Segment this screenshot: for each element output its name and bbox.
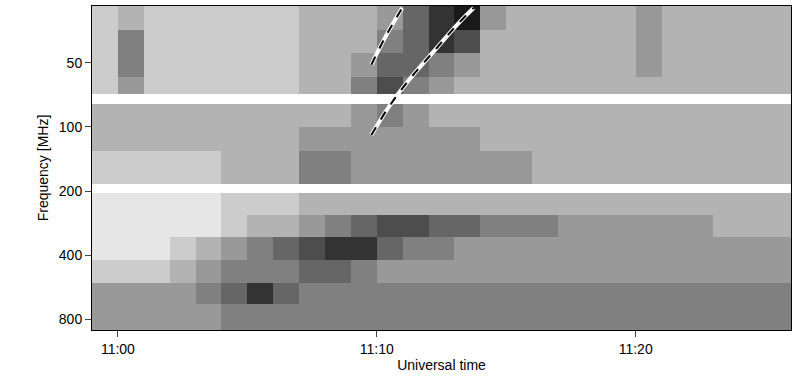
svg-text:400: 400	[59, 247, 83, 263]
svg-text:100: 100	[59, 119, 83, 135]
svg-text:11:20: 11:20	[619, 341, 653, 357]
svg-text:11:00: 11:00	[101, 341, 135, 357]
svg-text:800: 800	[59, 311, 83, 327]
svg-text:200: 200	[59, 183, 83, 199]
svg-text:50: 50	[67, 55, 83, 71]
svg-text:Frequency [MHz]: Frequency [MHz]	[35, 115, 51, 222]
svg-text:11:10: 11:10	[360, 341, 394, 357]
svg-text:Universal time: Universal time	[397, 357, 486, 373]
